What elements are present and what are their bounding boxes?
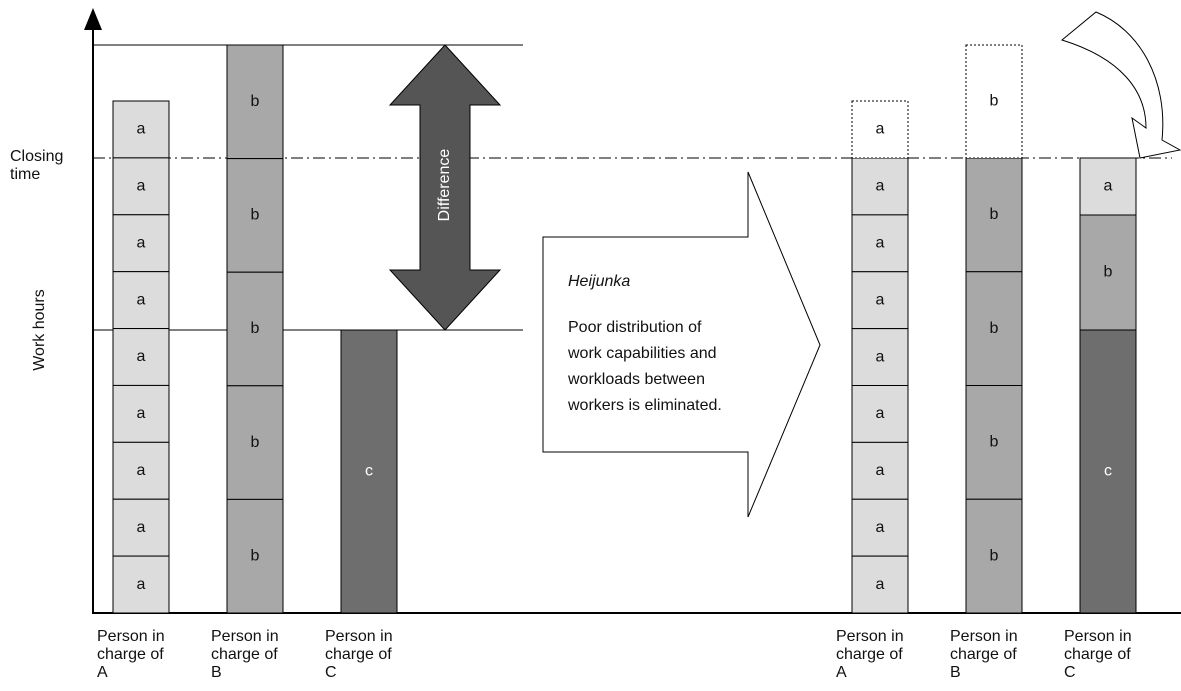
person-label: Person in bbox=[211, 628, 279, 645]
person-label: A bbox=[836, 664, 847, 681]
person-label: charge of bbox=[950, 646, 1017, 663]
overflow-label: b bbox=[990, 93, 999, 110]
work-block bbox=[851, 214, 909, 273]
block-label: b bbox=[990, 434, 999, 451]
y-axis-label: Work hours bbox=[31, 289, 48, 371]
work-block bbox=[226, 385, 284, 500]
block-label: a bbox=[137, 348, 146, 365]
block-label: a bbox=[876, 519, 885, 536]
work-block bbox=[851, 498, 909, 557]
closing-time-label: Closing bbox=[10, 148, 63, 165]
work-block bbox=[965, 498, 1023, 614]
block-label: b bbox=[990, 547, 999, 564]
person-label: B bbox=[950, 664, 961, 681]
block-label: a bbox=[137, 234, 146, 251]
heijunka-text: workers is eliminated. bbox=[567, 397, 722, 414]
y-axis-arrow bbox=[84, 8, 102, 30]
work-block bbox=[1079, 214, 1137, 331]
work-block bbox=[851, 328, 909, 386]
work-block bbox=[112, 271, 170, 330]
work-block bbox=[112, 100, 170, 159]
block-label: b bbox=[990, 320, 999, 337]
person-label: Person in bbox=[836, 628, 904, 645]
block-label: b bbox=[1104, 264, 1113, 281]
work-block bbox=[851, 385, 909, 443]
block-label: a bbox=[876, 576, 885, 593]
move-arrow bbox=[1060, 11, 1181, 159]
difference-label: Difference bbox=[436, 149, 453, 222]
block-label: a bbox=[137, 405, 146, 422]
block-label: a bbox=[876, 462, 885, 479]
person-label: C bbox=[325, 664, 337, 681]
work-block bbox=[1079, 329, 1137, 614]
person-label: A bbox=[97, 664, 108, 681]
work-block bbox=[226, 44, 284, 160]
person-label: C bbox=[1064, 664, 1076, 681]
person-label: Person in bbox=[97, 628, 165, 645]
work-block bbox=[112, 384, 170, 443]
work-block bbox=[112, 498, 170, 557]
work-block bbox=[112, 555, 170, 614]
block-label: a bbox=[137, 291, 146, 308]
person-label: Person in bbox=[950, 628, 1018, 645]
heijunka-text: workloads between bbox=[567, 371, 705, 388]
block-label: a bbox=[876, 291, 885, 308]
work-block bbox=[340, 329, 398, 614]
overflow-label: a bbox=[876, 121, 885, 138]
closing-time-label: time bbox=[10, 166, 40, 183]
block-label: b bbox=[251, 320, 260, 337]
work-block bbox=[965, 385, 1023, 500]
person-label: charge of bbox=[211, 646, 278, 663]
heijunka-text: Poor distribution of bbox=[568, 319, 702, 336]
block-label: a bbox=[1104, 178, 1113, 195]
heijunka-arrow bbox=[542, 171, 821, 518]
block-label: b bbox=[251, 93, 260, 110]
person-label: charge of bbox=[325, 646, 392, 663]
block-label: a bbox=[876, 405, 885, 422]
work-block bbox=[965, 157, 1023, 273]
block-label: b bbox=[251, 434, 260, 451]
block-label: a bbox=[137, 121, 146, 138]
work-block bbox=[851, 555, 909, 614]
person-label: charge of bbox=[1064, 646, 1131, 663]
person-label: Person in bbox=[325, 628, 393, 645]
block-label: c bbox=[365, 463, 373, 480]
work-block bbox=[226, 498, 284, 614]
difference-arrow bbox=[388, 44, 502, 331]
block-label: a bbox=[876, 348, 885, 365]
block-label: c bbox=[1104, 463, 1112, 480]
block-label: b bbox=[251, 547, 260, 564]
work-block bbox=[226, 271, 284, 387]
block-label: b bbox=[251, 207, 260, 224]
heijunka-text: work capabilities and bbox=[567, 345, 717, 362]
work-block bbox=[112, 157, 170, 216]
block-label: a bbox=[137, 576, 146, 593]
work-block bbox=[965, 271, 1023, 386]
block-label: b bbox=[990, 206, 999, 223]
person-label: charge of bbox=[836, 646, 903, 663]
block-label: a bbox=[876, 235, 885, 252]
block-label: a bbox=[876, 178, 885, 195]
overflow-block bbox=[965, 44, 1023, 159]
work-block bbox=[851, 157, 909, 216]
block-label: a bbox=[137, 519, 146, 536]
heijunka-title: Heijunka bbox=[568, 273, 630, 290]
overflow-block bbox=[851, 100, 909, 159]
person-label: Person in bbox=[1064, 628, 1132, 645]
work-block bbox=[851, 441, 909, 500]
work-block bbox=[226, 158, 284, 273]
person-label: charge of bbox=[97, 646, 164, 663]
person-label: B bbox=[211, 664, 222, 681]
work-block bbox=[851, 271, 909, 330]
block-label: a bbox=[137, 462, 146, 479]
block-label: a bbox=[137, 178, 146, 195]
